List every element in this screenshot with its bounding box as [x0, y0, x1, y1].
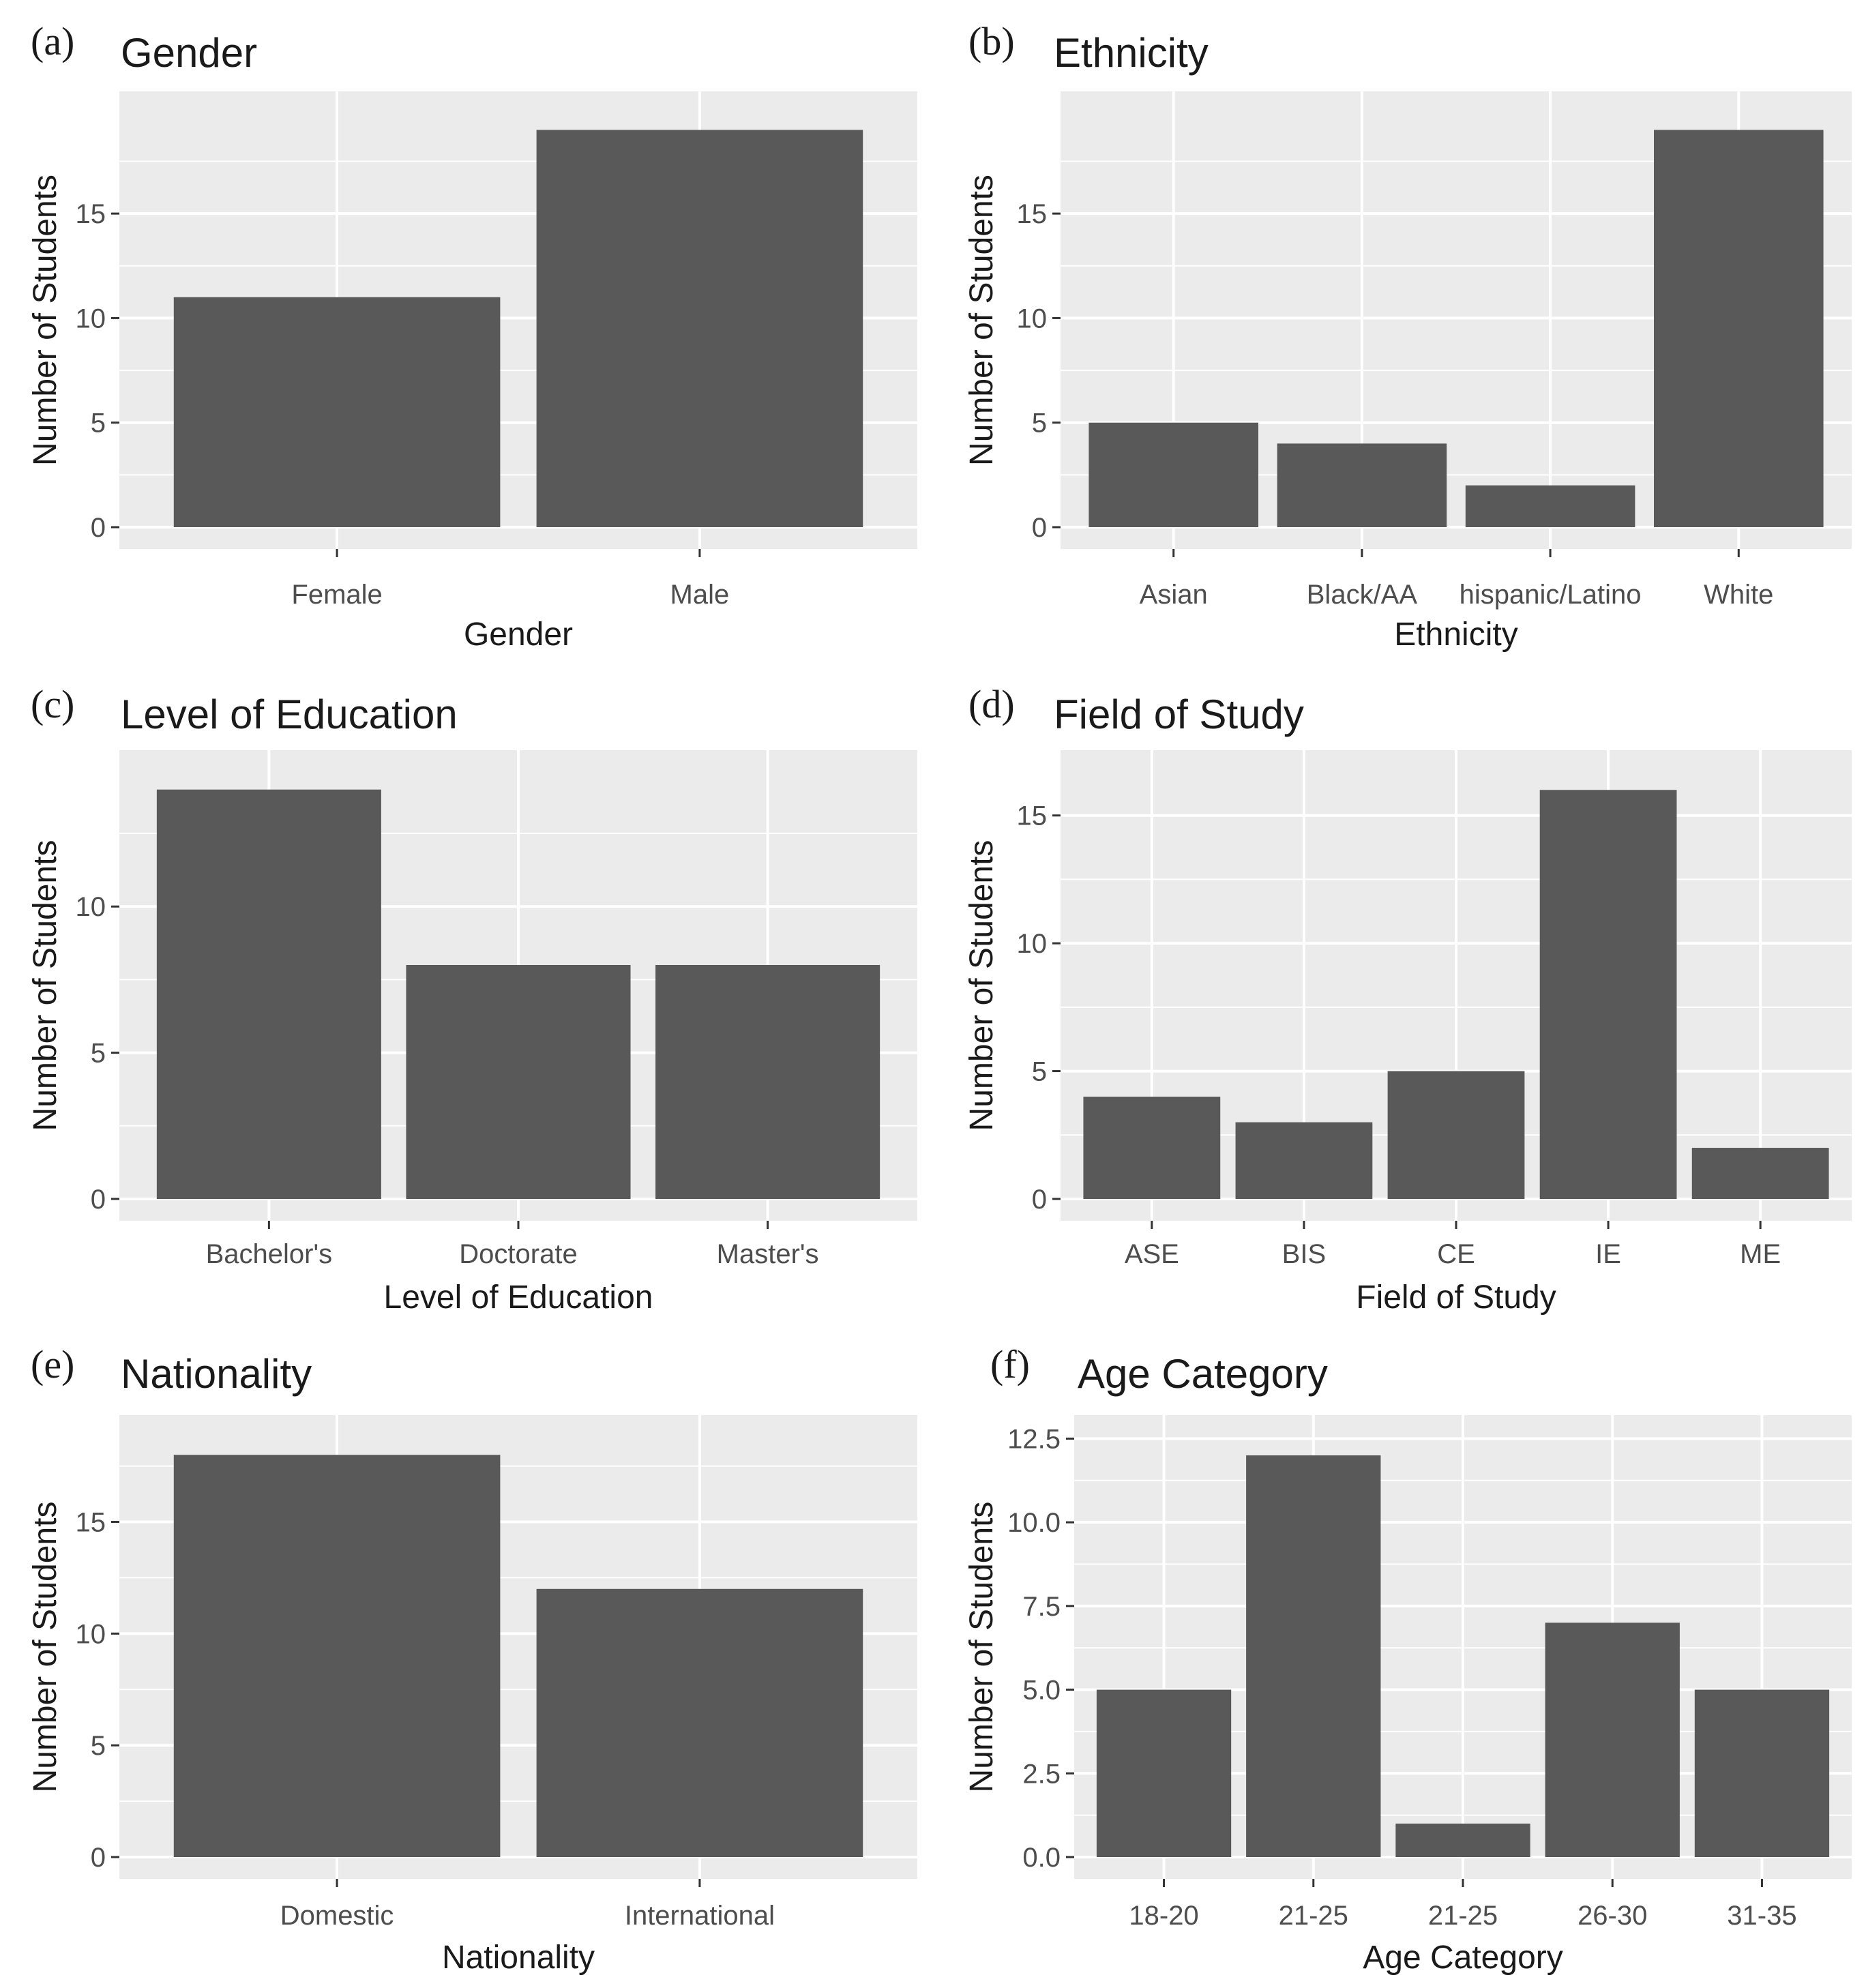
x-tick-label-d: ASE: [1125, 1239, 1179, 1269]
panel-d: (d) Field of Study 0 5 10 15 ASE BIS CE IE ME Field…: [964, 682, 1852, 1316]
panel-b: (b) Ethnicity 0 5 10 15 Asian Black/AA hispanic/…: [964, 19, 1852, 653]
panel-e: (e) Nationality 0 5 10 15 Domestic Internationa…: [27, 1342, 917, 1976]
bar-c-2: [655, 964, 880, 1199]
x-tick-label-f: 21-25: [1428, 1901, 1498, 1931]
chart-title-a: Gender: [121, 30, 257, 76]
x-axis-title-d: Field of Study: [1356, 1279, 1556, 1316]
x-tick-label-b: Asian: [1140, 580, 1208, 610]
bar-f-2: [1395, 1823, 1530, 1857]
bar-b-2: [1465, 485, 1635, 527]
y-tick-label-a: 5: [91, 409, 106, 439]
y-tick-label-f: 2.5: [1022, 1759, 1061, 1789]
x-tick-label-d: IE: [1595, 1239, 1621, 1269]
x-tick-label-d: CE: [1437, 1239, 1475, 1269]
x-tick-label-e: Domestic: [280, 1901, 394, 1931]
bar-b-0: [1088, 422, 1258, 527]
x-tick-label-e: International: [625, 1901, 775, 1931]
bar-e-0: [173, 1455, 501, 1857]
y-tick-label-a: 10: [76, 303, 106, 333]
bar-d-2: [1387, 1071, 1525, 1199]
y-tick-label-f: 7.5: [1022, 1592, 1061, 1622]
x-axis-title-b: Ethnicity: [1394, 617, 1517, 653]
y-tick-label-d: 15: [1017, 801, 1048, 831]
x-tick-label-d: ME: [1740, 1239, 1781, 1269]
x-tick-label-b: White: [1704, 580, 1773, 610]
chart-title-b: Ethnicity: [1054, 30, 1209, 76]
y-tick-label-f: 12.5: [1007, 1424, 1061, 1454]
bar-a-1: [536, 130, 863, 527]
bar-d-0: [1083, 1097, 1221, 1199]
y-axis-title-c: Number of Students: [27, 840, 63, 1131]
y-tick-label-b: 0: [1032, 513, 1047, 543]
bar-d-4: [1691, 1148, 1829, 1199]
y-tick-label-c: 0: [91, 1185, 106, 1215]
y-tick-label-c: 5: [91, 1039, 106, 1069]
x-tick-label-f: 21-25: [1279, 1901, 1348, 1931]
chart-title-d: Field of Study: [1054, 692, 1304, 737]
x-axis-title-e: Nationality: [442, 1940, 595, 1976]
y-tick-label-c: 10: [76, 892, 106, 922]
x-tick-label-c: Doctorate: [459, 1239, 577, 1269]
x-tick-label-f: 31-35: [1727, 1901, 1796, 1931]
x-tick-label-a: Male: [670, 580, 730, 610]
panel-c: (c) Level of Education 0 5 10 Bachelor's Docto…: [27, 682, 917, 1316]
x-tick-label-d: BIS: [1282, 1239, 1326, 1269]
x-tick-label-a: Female: [291, 580, 382, 610]
panel-letter-c: (c): [31, 682, 74, 726]
y-axis-title-e: Number of Students: [27, 1502, 63, 1793]
chart-title-f: Age Category: [1078, 1351, 1328, 1397]
bar-f-0: [1096, 1689, 1232, 1857]
panel-letter-e: (e): [31, 1342, 74, 1386]
y-tick-label-e: 10: [76, 1619, 106, 1649]
y-tick-label-a: 15: [76, 199, 106, 229]
bar-f-4: [1694, 1689, 1830, 1857]
y-tick-label-e: 15: [76, 1508, 106, 1538]
chart-title-c: Level of Education: [121, 692, 458, 737]
x-tick-label-b: hispanic/Latino: [1460, 580, 1642, 610]
y-tick-label-a: 0: [91, 513, 106, 543]
y-tick-label-e: 0: [91, 1843, 106, 1873]
bar-b-1: [1277, 443, 1447, 527]
panel-letter-f: (f): [990, 1342, 1030, 1386]
y-tick-label-d: 10: [1017, 929, 1048, 959]
y-tick-label-d: 0: [1032, 1185, 1047, 1215]
bar-d-1: [1235, 1122, 1373, 1199]
x-axis-title-f: Age Category: [1363, 1940, 1563, 1976]
bar-f-3: [1545, 1622, 1680, 1857]
bar-c-1: [406, 964, 631, 1199]
x-tick-label-b: Black/AA: [1307, 580, 1418, 610]
y-tick-label-b: 15: [1017, 199, 1048, 229]
y-tick-label-b: 10: [1017, 303, 1048, 333]
panel-letter-b: (b): [968, 19, 1015, 63]
y-tick-label-f: 0.0: [1022, 1843, 1061, 1873]
chart-title-e: Nationality: [121, 1351, 312, 1397]
y-axis-title-a: Number of Students: [27, 175, 63, 466]
x-tick-label-f: 18-20: [1129, 1901, 1198, 1931]
x-axis-title-a: Gender: [464, 617, 573, 653]
x-tick-label-c: Bachelor's: [206, 1239, 333, 1269]
panel-a: (a) Gender 0 5 10 15 Female Male Gender Number of…: [27, 19, 917, 653]
y-tick-label-d: 5: [1032, 1057, 1047, 1087]
y-axis-title-f: Number of Students: [964, 1502, 1000, 1793]
bar-d-3: [1539, 790, 1677, 1199]
y-tick-label-f: 10.0: [1007, 1508, 1061, 1538]
x-tick-label-f: 26-30: [1578, 1901, 1647, 1931]
x-tick-label-c: Master's: [717, 1239, 819, 1269]
y-axis-title-d: Number of Students: [964, 840, 1000, 1131]
y-axis-title-b: Number of Students: [964, 175, 1000, 466]
y-tick-label-b: 5: [1032, 409, 1047, 439]
y-tick-label-e: 5: [91, 1731, 106, 1761]
y-tick-label-f: 5.0: [1022, 1676, 1061, 1706]
bar-e-1: [536, 1588, 863, 1857]
bar-b-3: [1654, 130, 1824, 527]
bar-f-1: [1246, 1455, 1381, 1857]
x-axis-title-c: Level of Education: [384, 1279, 653, 1316]
bar-a-0: [173, 297, 501, 527]
bar-c-0: [156, 789, 381, 1199]
panel-f: (f) Age Category 0.0 2.5 5.0 7.5 10.0 12.5 18-20…: [964, 1342, 1852, 1976]
panel-letter-d: (d): [968, 682, 1015, 726]
panel-letter-a: (a): [31, 19, 74, 63]
